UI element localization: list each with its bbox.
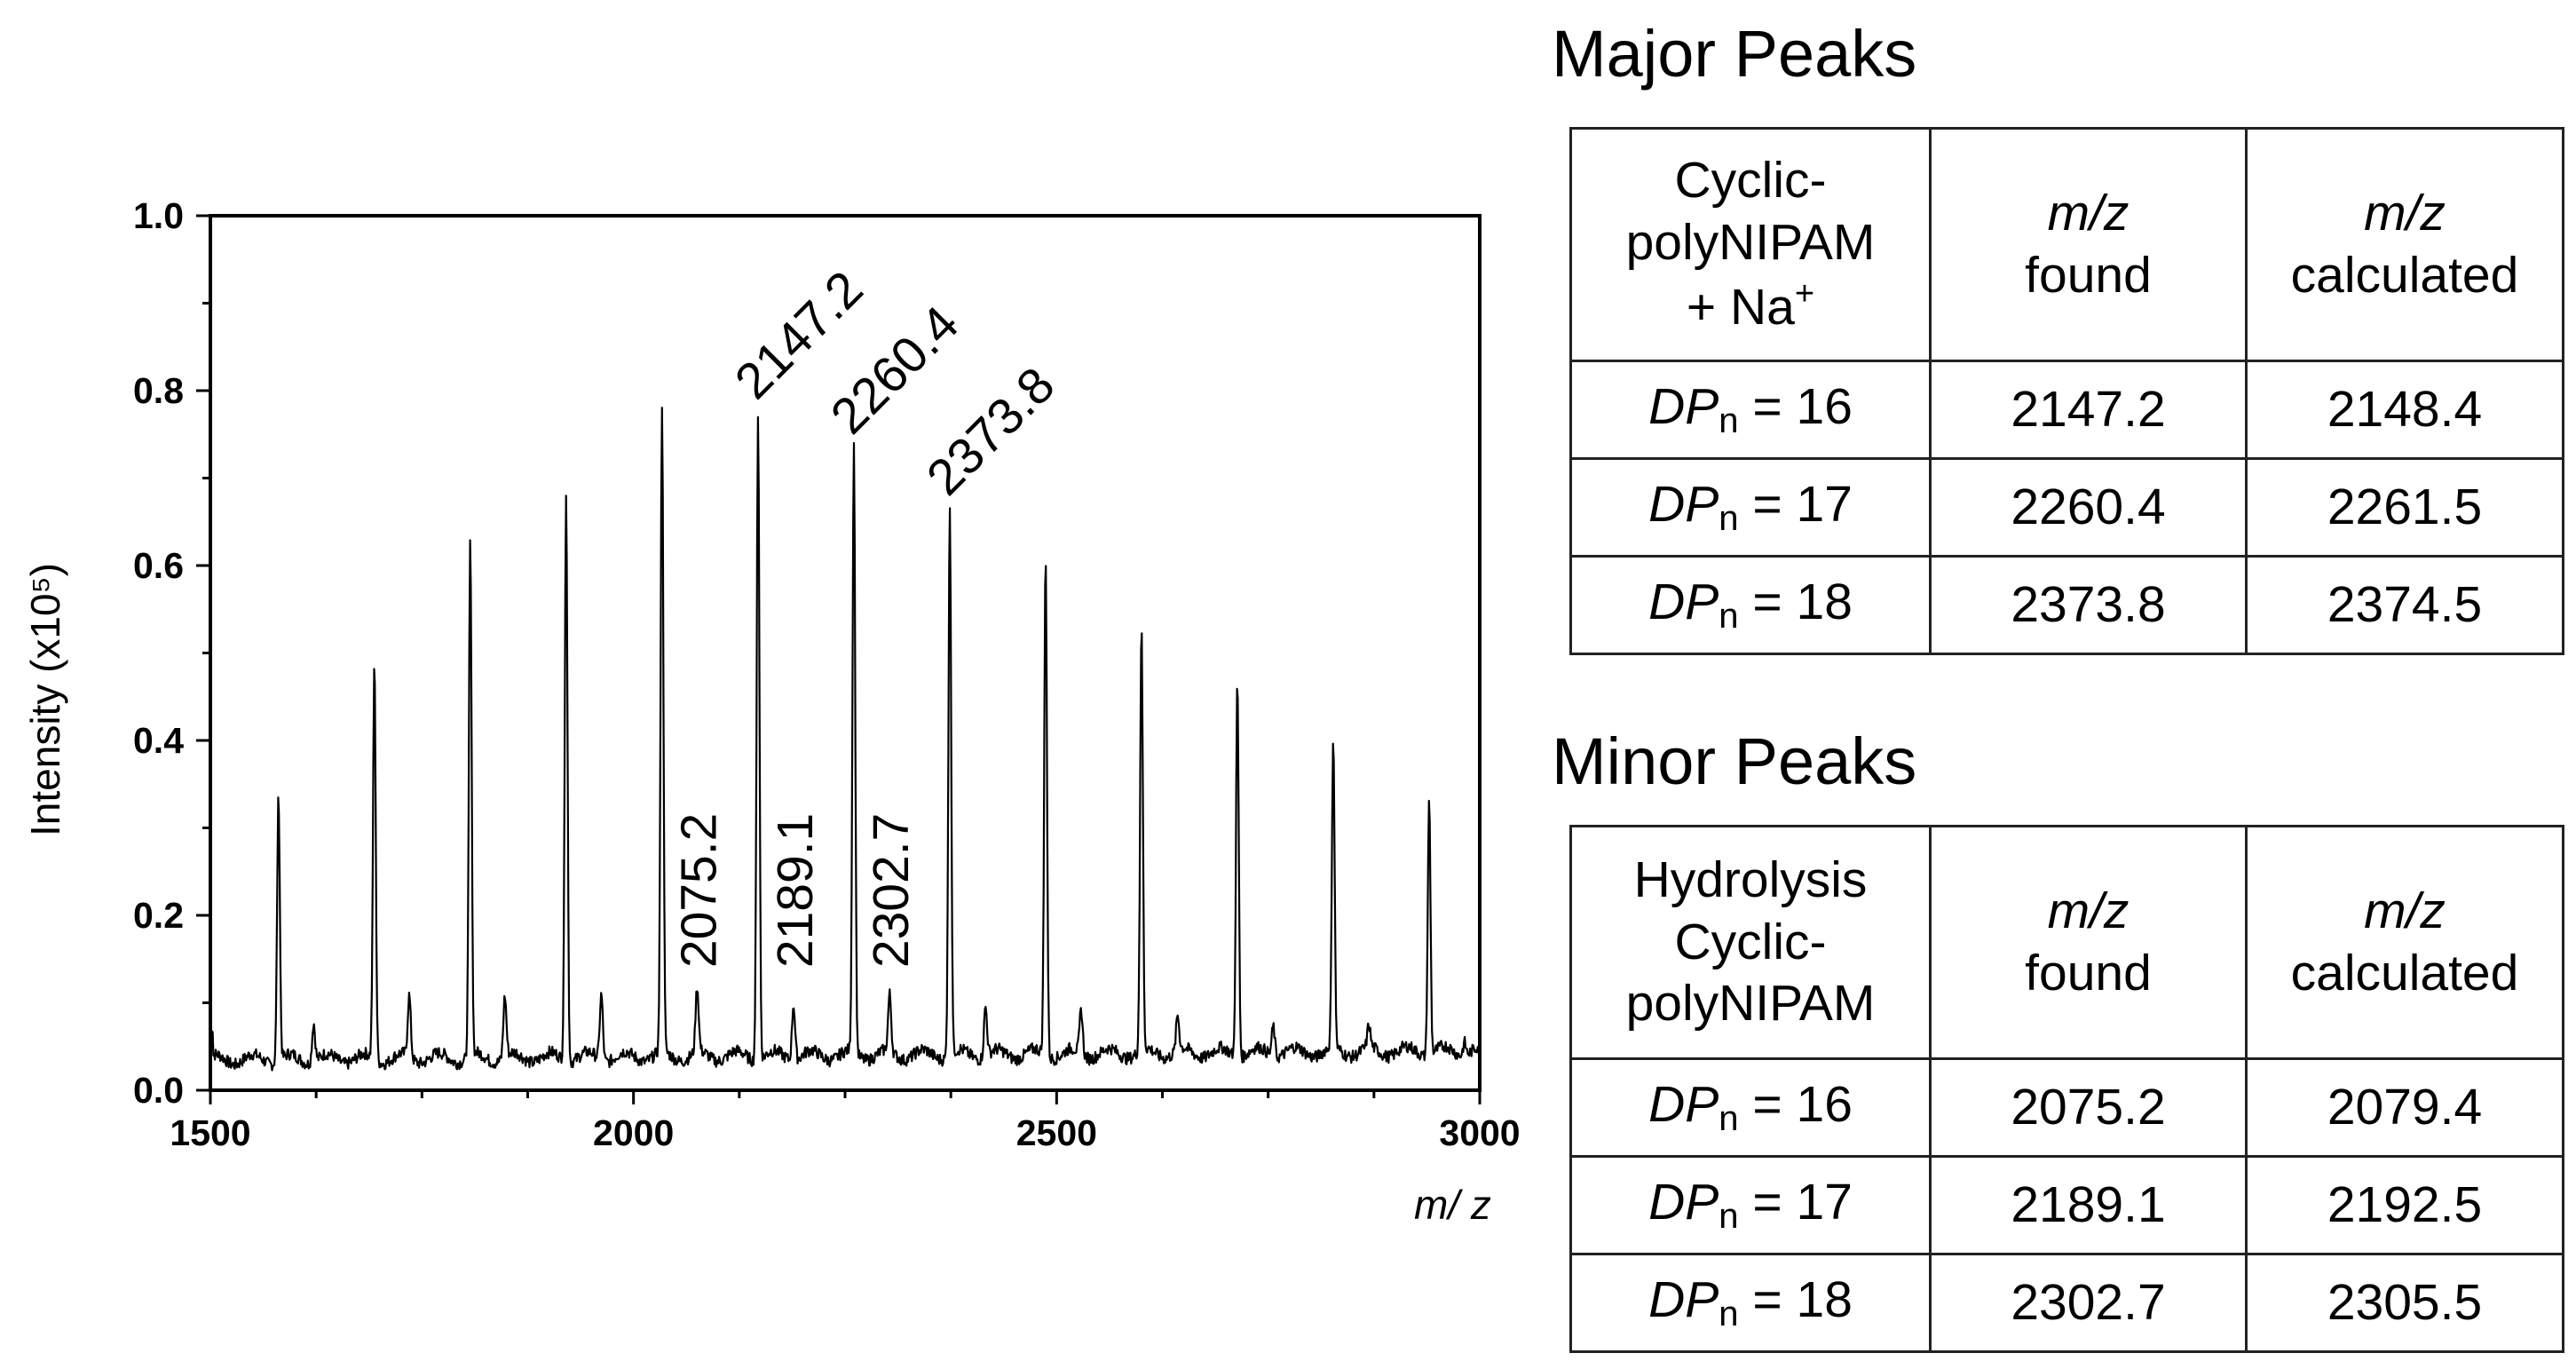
found-cell: 2302.7 bbox=[1929, 1253, 2248, 1353]
x-tick-label: 3000 bbox=[1439, 1112, 1520, 1153]
table-row: DPn = 17 2189.1 2192.5 bbox=[1569, 1155, 2564, 1255]
table-row: DPn = 16 2075.2 2079.4 bbox=[1569, 1057, 2564, 1158]
calculated-cell: 2192.5 bbox=[2245, 1155, 2564, 1255]
dp-cell: DPn = 18 bbox=[1569, 1253, 1932, 1353]
peak-label-minor: 2302.7 bbox=[863, 813, 920, 968]
table-row: DPn = 18 2302.7 2305.5 bbox=[1569, 1253, 2564, 1353]
found-cell: 2147.2 bbox=[1929, 360, 2248, 460]
minor-peaks-table: Hydrolysis Cyclic- polyNIPAM m/z found m… bbox=[1569, 825, 2564, 1353]
y-tick-label: 0.4 bbox=[133, 720, 184, 761]
table-row: DPn = 16 2147.2 2148.4 bbox=[1569, 360, 2564, 460]
dp-cell: DPn = 18 bbox=[1569, 555, 1932, 655]
x-tick-label: 2500 bbox=[1016, 1112, 1097, 1153]
y-tick-label: 0.6 bbox=[133, 545, 184, 586]
dp-cell: DPn = 16 bbox=[1569, 360, 1932, 460]
axis-ticks bbox=[196, 214, 1482, 1104]
spectrum-trace bbox=[209, 407, 1481, 1072]
calculated-cell: 2374.5 bbox=[2245, 555, 2564, 655]
dp-cell: DPn = 17 bbox=[1569, 1155, 1932, 1255]
found-cell: 2373.8 bbox=[1929, 555, 2248, 655]
calculated-cell: 2305.5 bbox=[2245, 1253, 2564, 1353]
dp-cell: DPn = 16 bbox=[1569, 1057, 1932, 1158]
y-tick-label: 0.8 bbox=[133, 370, 184, 411]
found-cell: 2075.2 bbox=[1929, 1057, 2248, 1158]
header-species: Cyclic- polyNIPAM + Na+ bbox=[1569, 127, 1932, 362]
x-axis-label: m/ z bbox=[1414, 1182, 1491, 1228]
found-cell: 2260.4 bbox=[1929, 457, 2248, 558]
header-mz-found: m/z found bbox=[1929, 127, 2248, 362]
y-tick-label: 1.0 bbox=[133, 195, 184, 236]
major-peaks-title: Major Peaks bbox=[1552, 17, 1917, 91]
header-mz-calculated: m/z calculated bbox=[2245, 825, 2564, 1060]
peak-label-major: 2373.8 bbox=[916, 357, 1066, 507]
tick-labels: 1500 2000 2500 3000 0.0 0.2 0.4 0.6 0.8 1.0 bbox=[133, 195, 1521, 1153]
found-cell: 2189.1 bbox=[1929, 1155, 2248, 1255]
table-row: DPn = 18 2373.8 2374.5 bbox=[1569, 555, 2564, 655]
x-tick-label: 1500 bbox=[170, 1112, 250, 1153]
table-row: DPn = 17 2260.4 2261.5 bbox=[1569, 457, 2564, 558]
plot-frame bbox=[209, 214, 1482, 1092]
header-mz-calculated: m/z calculated bbox=[2245, 127, 2564, 362]
table-header-row: Cyclic- polyNIPAM + Na+ m/z found m/z ca… bbox=[1569, 127, 2564, 362]
calculated-cell: 2148.4 bbox=[2245, 360, 2564, 460]
dp-cell: DPn = 17 bbox=[1569, 457, 1932, 558]
x-tick-label: 2000 bbox=[593, 1112, 674, 1153]
table-header-row: Hydrolysis Cyclic- polyNIPAM m/z found m… bbox=[1569, 825, 2564, 1060]
minor-peaks-title: Minor Peaks bbox=[1552, 724, 1917, 798]
peak-label-minor: 2075.2 bbox=[670, 813, 727, 968]
y-tick-label: 0.2 bbox=[133, 895, 184, 936]
y-axis-label: Intensity (x10⁵) bbox=[22, 563, 68, 836]
calculated-cell: 2079.4 bbox=[2245, 1057, 2564, 1158]
major-peaks-table: Cyclic- polyNIPAM + Na+ m/z found m/z ca… bbox=[1569, 127, 2564, 655]
y-tick-label: 0.0 bbox=[133, 1070, 184, 1111]
calculated-cell: 2261.5 bbox=[2245, 457, 2564, 558]
peak-label-minor: 2189.1 bbox=[767, 813, 824, 968]
header-mz-found: m/z found bbox=[1929, 825, 2248, 1060]
header-species: Hydrolysis Cyclic- polyNIPAM bbox=[1569, 825, 1932, 1060]
